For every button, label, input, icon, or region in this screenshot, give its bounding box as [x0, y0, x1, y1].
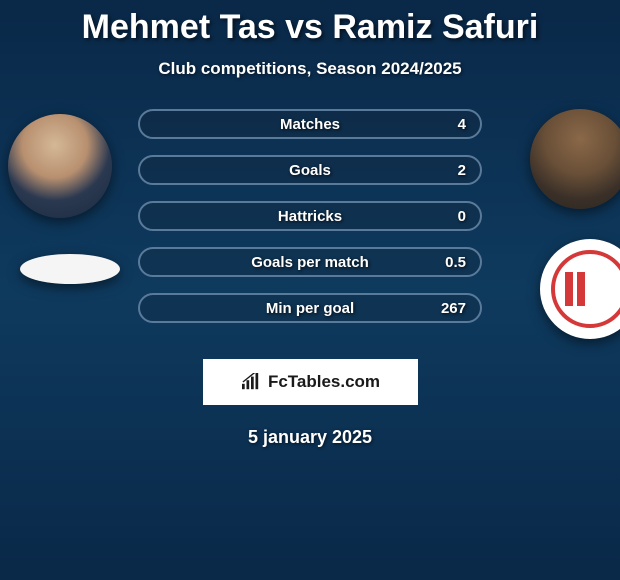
comparison-title: Mehmet Tas vs Ramiz Safuri [0, 0, 620, 47]
stat-value: 0.5 [445, 254, 466, 271]
stat-value: 0 [458, 208, 466, 225]
club-right-badge [540, 239, 620, 339]
club-right-stripes [565, 272, 573, 306]
date-label: 5 january 2025 [0, 427, 620, 448]
stat-label: Matches [280, 116, 340, 133]
stat-value: 2 [458, 162, 466, 179]
stat-value: 4 [458, 116, 466, 133]
branding-box: FcTables.com [203, 359, 418, 405]
stat-row: Min per goal 267 [138, 293, 482, 323]
club-right-inner [551, 250, 620, 328]
stats-container: Matches 4 Goals 2 Hattricks 0 Goals per … [138, 109, 482, 339]
comparison-content: Matches 4 Goals 2 Hattricks 0 Goals per … [0, 109, 620, 349]
stat-row: Matches 4 [138, 109, 482, 139]
player-left-avatar [8, 114, 112, 218]
club-left-badge [20, 254, 120, 284]
player-right-avatar [530, 109, 620, 209]
stat-row: Goals per match 0.5 [138, 247, 482, 277]
stat-value: 267 [441, 300, 466, 317]
stat-label: Min per goal [266, 300, 354, 317]
stat-row: Hattricks 0 [138, 201, 482, 231]
chart-icon [240, 373, 262, 391]
stat-label: Hattricks [278, 208, 342, 225]
stat-label: Goals [289, 162, 331, 179]
stat-row: Goals 2 [138, 155, 482, 185]
season-subtitle: Club competitions, Season 2024/2025 [0, 59, 620, 79]
branding-text: FcTables.com [268, 372, 380, 392]
stat-label: Goals per match [251, 254, 369, 271]
